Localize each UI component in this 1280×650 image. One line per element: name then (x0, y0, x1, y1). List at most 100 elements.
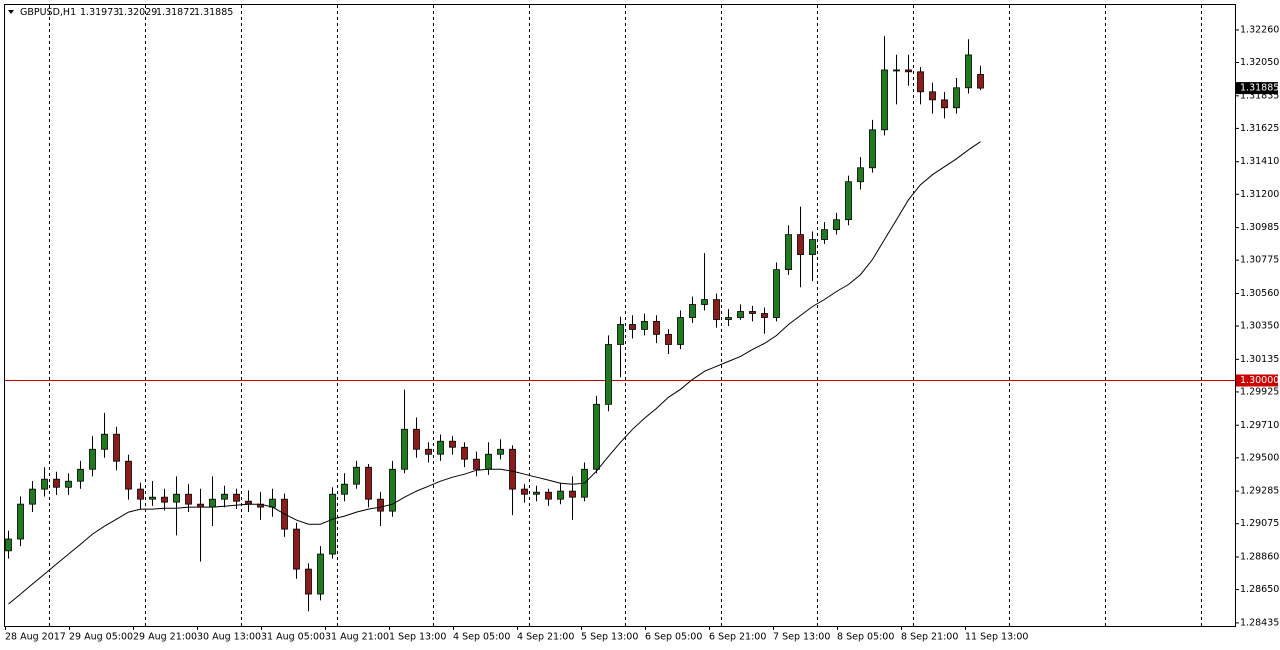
candle-body (521, 488, 528, 495)
candle-body (149, 496, 156, 500)
y-tick-label: 1.31625 (1240, 123, 1279, 134)
y-tick-label: 1.30560 (1240, 288, 1279, 299)
candle-body (113, 433, 120, 462)
candle-body (401, 428, 408, 470)
header-close: 1.31885 (194, 7, 233, 18)
candle-body (749, 311, 756, 314)
candle-body (89, 448, 96, 470)
y-tick-label: 1.30985 (1240, 222, 1279, 233)
header-high: 1.32029 (118, 7, 157, 18)
candle-body (701, 299, 708, 305)
x-tick-label: 30 Aug 13:00 (197, 632, 261, 643)
price-label-box (1236, 82, 1278, 95)
y-tick-label: 1.30135 (1240, 354, 1279, 365)
candle-body (617, 324, 624, 345)
y-tick-label: 1.29925 (1240, 386, 1279, 397)
moving-average (8, 141, 981, 605)
y-tick-label: 1.31835 (1240, 90, 1279, 101)
x-tick-label: 5 Sep 13:00 (581, 632, 638, 643)
candle-body (533, 491, 540, 495)
candle-body (449, 440, 456, 448)
candle-body (353, 466, 360, 485)
y-tick-label: 1.30350 (1240, 321, 1279, 332)
candle-body (953, 87, 960, 109)
candle-body (773, 269, 780, 318)
x-tick-label: 4 Sep 21:00 (517, 632, 574, 643)
x-tick-label: 31 Aug 05:00 (261, 632, 325, 643)
level-label: 1.30000 (1240, 375, 1279, 386)
level-label-box (1236, 374, 1278, 387)
x-tick-label: 1 Sep 13:00 (389, 632, 446, 643)
candle-body (125, 460, 132, 490)
y-tick-label: 1.28860 (1240, 552, 1279, 563)
candle-body (545, 491, 552, 500)
plot-area (5, 5, 1235, 626)
header-open: 1.31973 (80, 7, 119, 18)
candle-body (185, 493, 192, 505)
y-tick-label: 1.30775 (1240, 255, 1279, 266)
x-tick-label: 29 Aug 21:00 (133, 632, 197, 643)
candle-body (317, 553, 324, 595)
candle-body (869, 129, 876, 169)
candle-body (161, 496, 168, 503)
candle-body (221, 493, 228, 500)
candle-body (941, 99, 948, 109)
candle-body (713, 299, 720, 320)
candle-body (365, 466, 372, 500)
candle-body (737, 311, 744, 318)
y-tick-label: 1.32050 (1240, 57, 1279, 68)
candle-body (881, 69, 888, 131)
candle-body (305, 568, 312, 595)
candle-body (761, 313, 768, 318)
candle-body (5, 538, 12, 552)
candle-body (425, 448, 432, 455)
y-tick-label: 1.29075 (1240, 518, 1279, 529)
candle-body (653, 320, 660, 335)
x-tick-label: 8 Sep 05:00 (837, 632, 894, 643)
candle-body (569, 490, 576, 498)
candle-body (593, 403, 600, 470)
candle-body (437, 440, 444, 455)
candle-body (377, 498, 384, 512)
candle-body (857, 167, 864, 183)
candle-body (413, 428, 420, 450)
candle-body (845, 181, 852, 221)
y-tick-label: 1.29710 (1240, 420, 1279, 431)
candle-body (461, 446, 468, 460)
candle-body (929, 91, 936, 101)
candle-body (725, 317, 732, 320)
plot-border (4, 4, 1236, 627)
candle-body (485, 453, 492, 470)
candle-body (269, 498, 276, 508)
candle-body (101, 433, 108, 450)
menu-arrow[interactable] (8, 10, 14, 14)
y-tick-label: 1.28435 (1240, 617, 1279, 628)
candle-body (641, 320, 648, 330)
y-tick-label: 1.29500 (1240, 452, 1279, 463)
y-tick-label: 1.31410 (1240, 156, 1279, 167)
candle-body (557, 490, 564, 500)
candle-body (821, 229, 828, 240)
candle-body (809, 239, 816, 255)
y-tick-label: 1.32260 (1240, 24, 1279, 35)
candle-body (29, 488, 36, 505)
candle-body (65, 480, 72, 488)
x-tick-label: 4 Sep 05:00 (453, 632, 510, 643)
candle-body (137, 488, 144, 500)
candle-body (977, 74, 984, 89)
candle-body (497, 448, 504, 455)
candle-body (293, 528, 300, 570)
candle-body (53, 478, 60, 488)
candle-body (173, 493, 180, 503)
candle-body (797, 234, 804, 255)
x-tick-label: 7 Sep 13:00 (773, 632, 830, 643)
candle-body (233, 493, 240, 502)
candle-body (509, 448, 516, 490)
candle-body (473, 458, 480, 470)
candle-body (905, 69, 912, 73)
x-tick-label: 31 Aug 21:00 (325, 632, 389, 643)
candle-body (785, 234, 792, 271)
candle-body (833, 219, 840, 231)
